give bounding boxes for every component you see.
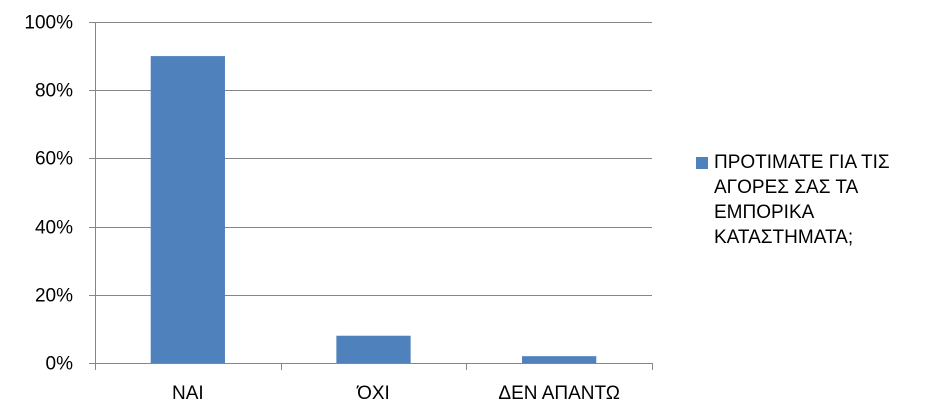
- y-tick-label: 80%: [35, 81, 73, 102]
- y-tick-label: 100%: [24, 13, 73, 34]
- x-category-labels: ΝΑΙ ΌΧΙ ΔΕΝ ΑΠΑΝΤΩ: [172, 383, 620, 404]
- y-tick-label: 0%: [46, 354, 74, 375]
- axes: [89, 22, 653, 370]
- legend-swatch: [696, 157, 708, 169]
- bars: [150, 56, 597, 363]
- y-tick-label: 40%: [35, 218, 73, 239]
- y-tick-label: 60%: [35, 149, 73, 170]
- bar: [150, 56, 225, 363]
- legend-item: ΠΡΟΤΙΜΑΤΕ ΓΙΑ ΤΙΣ ΑΓΟΡΕΣ ΣΑΣ ΤΑ ΕΜΠΟΡΙΚΑ…: [696, 150, 926, 250]
- x-category-label: ΔΕΝ ΑΠΑΝΤΩ: [498, 383, 620, 404]
- bar: [522, 356, 597, 363]
- x-category-label: ΌΧΙ: [356, 383, 390, 404]
- legend-label: ΠΡΟΤΙΜΑΤΕ ΓΙΑ ΤΙΣ ΑΓΟΡΕΣ ΣΑΣ ΤΑ ΕΜΠΟΡΙΚΑ…: [714, 152, 890, 248]
- y-tick-label: 20%: [35, 286, 73, 307]
- legend: ΠΡΟΤΙΜΑΤΕ ΓΙΑ ΤΙΣ ΑΓΟΡΕΣ ΣΑΣ ΤΑ ΕΜΠΟΡΙΚΑ…: [696, 150, 926, 250]
- x-category-label: ΝΑΙ: [172, 383, 204, 404]
- y-tick-labels: 0% 20% 40% 60% 80% 100%: [24, 13, 73, 375]
- bar: [336, 335, 411, 363]
